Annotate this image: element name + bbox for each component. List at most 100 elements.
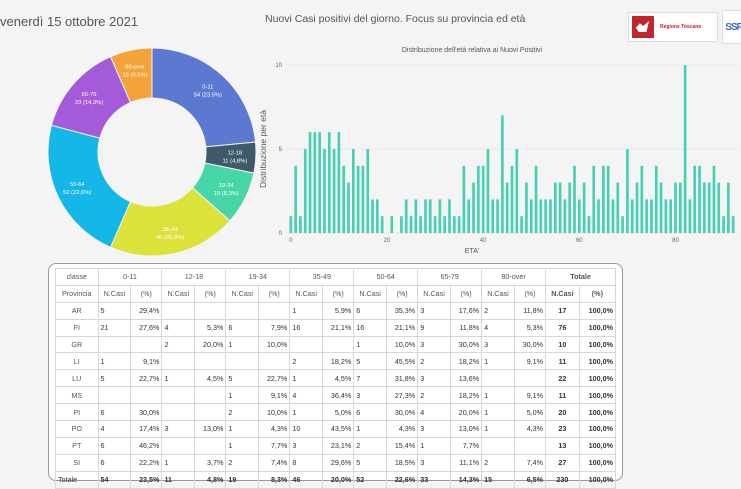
histogram-bar bbox=[563, 199, 567, 233]
pct-cell: 7,7% bbox=[449, 436, 483, 455]
pct-cell: 15,4% bbox=[385, 436, 419, 455]
total-ncasi-cell: 23 bbox=[545, 420, 580, 438]
ncasi-cell: 4 bbox=[161, 318, 196, 337]
pct-subheader: (%) bbox=[258, 284, 291, 303]
pct-cell: 30,0% bbox=[130, 403, 163, 422]
histogram-bar bbox=[477, 165, 480, 233]
table-row: PO 4 17,4% 3 13,0% 1 4,3% 10 43,5% 1 4,3% 3 13,0% 1 4,… bbox=[55, 420, 617, 438]
histogram-bar bbox=[544, 199, 547, 233]
histogram-bar bbox=[289, 216, 293, 233]
pct-cell: 11,1% bbox=[449, 453, 483, 472]
age-histogram-chart: Distribuzione dell'età relativa ai Nuovi… bbox=[258, 47, 738, 255]
ncasi-cell: 1 bbox=[97, 352, 132, 371]
x-tick-label: 20 bbox=[384, 238, 391, 244]
province-cell: PI bbox=[55, 403, 99, 422]
pct-cell: 17,4% bbox=[130, 420, 163, 438]
totale-header: Totale bbox=[545, 268, 616, 286]
donut-slice-80-over bbox=[109, 47, 153, 104]
pct-cell: 13,6% bbox=[449, 369, 483, 388]
histogram-bar bbox=[669, 199, 673, 233]
histogram-bar bbox=[592, 165, 596, 233]
pct-cell: 10,0% bbox=[258, 335, 291, 354]
pct-cell: 27,3% bbox=[385, 386, 419, 405]
histogram-bar bbox=[664, 199, 668, 233]
ncasi-cell: 4 bbox=[289, 386, 324, 405]
ncasi-cell: 21 bbox=[97, 318, 132, 337]
ncasi-cell: 7 bbox=[353, 369, 387, 388]
age-donut-chart: 0-11 54 (23,5%) 12-18 11 (4,8%) 19-34 19 (8,3… bbox=[47, 47, 257, 256]
slice-label: 35-49 bbox=[163, 227, 178, 233]
pct-cell: 18,2% bbox=[449, 352, 483, 371]
total-pct-subheader: (%) bbox=[578, 284, 617, 303]
total-pct-cell: 100,0% bbox=[578, 420, 617, 438]
ncasi-cell: 1 bbox=[353, 335, 387, 354]
ncasi-cell bbox=[161, 301, 196, 320]
histogram-bar bbox=[448, 199, 451, 233]
ncasi-cell: 2 bbox=[481, 301, 515, 320]
pct-cell bbox=[194, 403, 227, 422]
histogram-bar bbox=[313, 132, 317, 233]
pct-cell: 35,3% bbox=[385, 301, 419, 320]
ncasi-cell: 16 bbox=[289, 318, 324, 337]
total-pct-cell: 100,0% bbox=[578, 453, 617, 472]
ncasi-cell: 3 bbox=[417, 420, 451, 438]
histogram-bar bbox=[361, 165, 365, 233]
ncasi-cell: 6 bbox=[97, 403, 132, 422]
ncasi-cell: 5 bbox=[353, 453, 387, 472]
histogram-bar bbox=[308, 132, 312, 233]
pct-cell: 18,2% bbox=[449, 386, 483, 405]
pct-cell: 46,2% bbox=[130, 436, 163, 455]
pct-cell bbox=[194, 436, 227, 455]
pct-cell: 18,5% bbox=[385, 453, 419, 472]
histogram-bar bbox=[525, 182, 528, 233]
table-row: PI 6 30,0% 2 10,0% 1 5,0% 6 30,0% 4 20,0% 1 5,0% 20 10… bbox=[55, 403, 617, 422]
pct-cell: 21,1% bbox=[322, 318, 355, 337]
ncasi-cell: 5 bbox=[97, 369, 132, 388]
logo-text: Regione Toscana bbox=[660, 24, 702, 30]
total-ncasi-cell: 27 bbox=[545, 453, 580, 472]
pct-cell: 45,5% bbox=[385, 352, 419, 371]
x-axis-label: ETA' bbox=[465, 248, 479, 255]
pct-cell: 11,8% bbox=[513, 301, 547, 320]
pct-cell: 17,6% bbox=[449, 301, 483, 320]
total-pct-cell: 100,0% bbox=[578, 301, 617, 320]
histogram-bar bbox=[549, 199, 552, 233]
province-cell: LI bbox=[55, 352, 99, 371]
histogram-bar bbox=[640, 165, 644, 233]
total-ncasi-cell: 76 bbox=[545, 318, 580, 337]
province-cell: FI bbox=[55, 318, 99, 337]
ncasi-cell bbox=[97, 335, 132, 354]
histogram-bar bbox=[703, 182, 706, 233]
report-date: venerdì 15 ottobre 2021 bbox=[0, 14, 139, 29]
age-group-header: 19-34 bbox=[225, 268, 291, 286]
ncasi-cell: 2 bbox=[161, 335, 196, 354]
province-cell: PO bbox=[55, 420, 99, 438]
ncasi-cell: 5 bbox=[225, 369, 260, 388]
ncasi-cell: 2 bbox=[225, 453, 260, 472]
histogram-bar bbox=[472, 182, 475, 233]
histogram-bar bbox=[342, 165, 346, 233]
histogram-bar bbox=[467, 199, 471, 233]
histogram-bar bbox=[294, 165, 297, 233]
ncasi-cell: 6 bbox=[97, 453, 132, 472]
histogram-bar bbox=[573, 165, 576, 233]
histogram-bar bbox=[501, 115, 504, 233]
histogram-bar bbox=[303, 149, 307, 233]
total-ncasi-cell: 11 bbox=[545, 386, 580, 405]
histogram-bar bbox=[409, 216, 413, 233]
histogram-bar bbox=[443, 216, 447, 233]
histogram-bar bbox=[299, 216, 302, 233]
histogram-bar bbox=[505, 182, 509, 233]
histogram-bar bbox=[582, 182, 586, 233]
table-subheader-row: Provincia N.Casi (%) N.Casi (%) N.Casi (%) N.Ca… bbox=[55, 284, 617, 303]
histogram-bar bbox=[318, 132, 321, 233]
page-title: Nuovi Casi positivi del giorno. Focus su… bbox=[265, 13, 526, 25]
histogram-bar bbox=[727, 182, 730, 233]
slice-value-label: 54 (23,5%) bbox=[194, 93, 222, 99]
slice-value-label: 15 (6,5%) bbox=[123, 73, 148, 79]
histogram-bar bbox=[597, 199, 600, 233]
slice-value-label: 52 (22,6%) bbox=[63, 190, 91, 196]
histogram-bar bbox=[452, 216, 456, 233]
ncasi-subheader: N.Casi bbox=[353, 284, 387, 303]
regione-toscana-logo: Regione Toscana bbox=[628, 12, 718, 42]
